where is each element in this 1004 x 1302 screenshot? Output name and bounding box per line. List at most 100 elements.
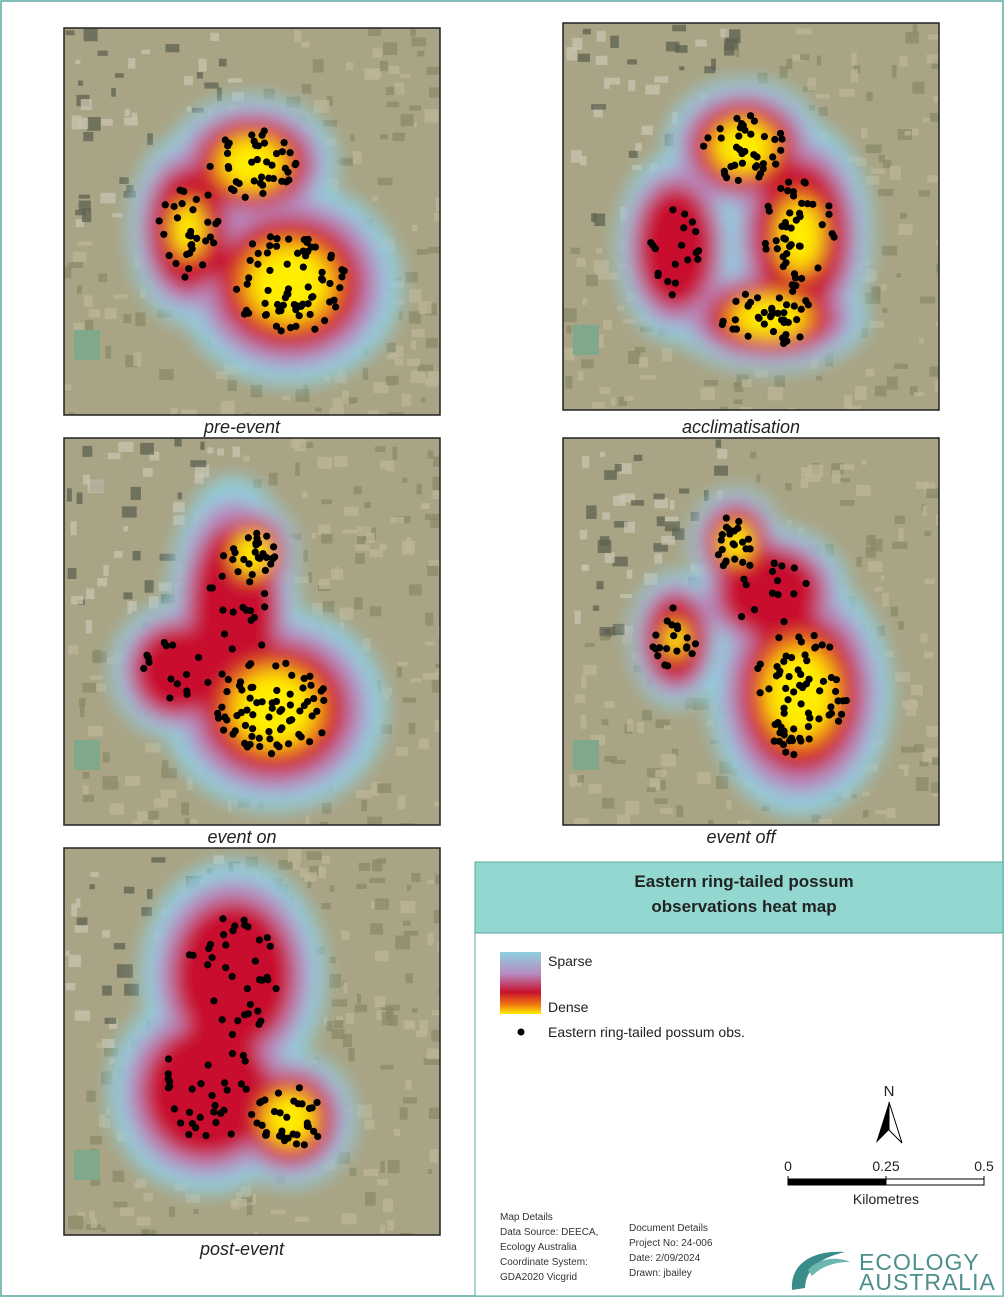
aerial-texture	[217, 87, 222, 101]
observation-point	[761, 133, 768, 140]
observation-point	[224, 150, 231, 157]
aerial-texture	[582, 456, 589, 469]
observation-point	[769, 568, 776, 575]
observation-point	[269, 705, 276, 712]
aerial-texture	[409, 584, 422, 595]
panel-label: pre-event	[203, 417, 281, 437]
aerial-texture	[354, 486, 362, 494]
aerial-texture	[800, 54, 809, 60]
observation-point	[204, 219, 211, 226]
aerial-texture	[726, 801, 731, 810]
aerial-texture	[154, 798, 168, 807]
aerial-texture	[327, 1021, 333, 1031]
observation-point	[199, 261, 206, 268]
observation-point	[799, 683, 806, 690]
aerial-texture	[65, 267, 72, 278]
observation-point	[167, 675, 174, 682]
aerial-texture	[623, 319, 637, 323]
aerial-texture	[355, 544, 370, 550]
aerial-texture	[187, 777, 193, 790]
aerial-texture	[627, 570, 633, 579]
aerial-texture	[151, 857, 165, 862]
observation-point	[172, 260, 179, 267]
observation-point	[731, 541, 738, 548]
observation-point	[718, 536, 725, 543]
aerial-texture	[875, 587, 883, 592]
aerial-texture	[174, 438, 181, 446]
observation-point	[793, 316, 800, 323]
aerial-texture	[657, 516, 665, 526]
observation-point	[279, 148, 286, 155]
observation-point	[782, 685, 789, 692]
observation-point	[197, 1080, 204, 1087]
observation-point	[803, 657, 810, 664]
observation-point	[281, 139, 288, 146]
observation-point	[162, 201, 169, 208]
observation-point	[732, 298, 739, 305]
observation-point	[245, 662, 252, 669]
observation-point	[761, 309, 768, 316]
observation-point	[669, 604, 676, 611]
observation-point	[731, 556, 738, 563]
observation-point	[673, 648, 680, 655]
aerial-texture	[863, 810, 869, 817]
observation-point	[747, 299, 754, 306]
aerial-texture	[169, 1207, 175, 1217]
aerial-texture	[412, 225, 417, 231]
observation-point	[825, 211, 832, 218]
aerial-texture	[77, 492, 83, 504]
panel-label: post-event	[199, 1239, 285, 1259]
observation-point	[780, 705, 787, 712]
observation-point	[239, 604, 246, 611]
aerial-texture	[602, 798, 614, 809]
aerial-texture	[926, 54, 939, 63]
aerial-texture	[118, 442, 133, 452]
aerial-texture	[161, 790, 177, 799]
observation-point	[252, 142, 259, 149]
aerial-texture	[905, 131, 912, 135]
aerial-texture	[366, 533, 375, 543]
aerial-texture	[896, 273, 901, 277]
observation-point	[242, 722, 249, 729]
observation-point	[774, 577, 781, 584]
aerial-texture	[654, 553, 662, 563]
observation-point	[248, 1111, 255, 1118]
observation-point	[256, 735, 263, 742]
observation-point	[738, 120, 745, 127]
observation-point	[284, 261, 291, 268]
aerial-texture	[400, 74, 410, 78]
aerial-texture	[409, 723, 416, 734]
aerial-texture	[403, 921, 411, 926]
aerial-texture	[64, 384, 71, 390]
aerial-texture	[195, 473, 204, 484]
observation-point	[723, 514, 730, 521]
aerial-texture	[596, 56, 608, 65]
aerial-texture	[370, 606, 382, 616]
observation-point	[739, 160, 746, 167]
aerial-texture	[111, 88, 116, 97]
observation-point	[733, 326, 740, 333]
observation-point	[241, 311, 248, 318]
aerial-texture	[87, 1090, 96, 1101]
aerial-texture	[89, 309, 101, 317]
aerial-texture	[355, 1005, 367, 1013]
observation-point	[681, 210, 688, 217]
observation-point	[252, 540, 259, 547]
aerial-texture	[389, 343, 395, 353]
observation-point	[165, 1075, 172, 1082]
observation-point	[797, 700, 804, 707]
aerial-texture	[406, 1079, 412, 1089]
observation-point	[747, 131, 754, 138]
observation-point	[247, 741, 254, 748]
aerial-texture	[386, 376, 399, 385]
observation-point	[265, 728, 272, 735]
aerial-texture	[233, 447, 240, 458]
aerial-texture	[586, 275, 598, 286]
aerial-texture	[411, 873, 420, 882]
aerial-texture	[583, 665, 597, 676]
observation-point	[689, 218, 696, 225]
aerial-texture	[895, 516, 905, 524]
observation-point	[719, 546, 726, 553]
observation-point	[211, 1102, 218, 1109]
aerial-texture	[700, 388, 715, 400]
